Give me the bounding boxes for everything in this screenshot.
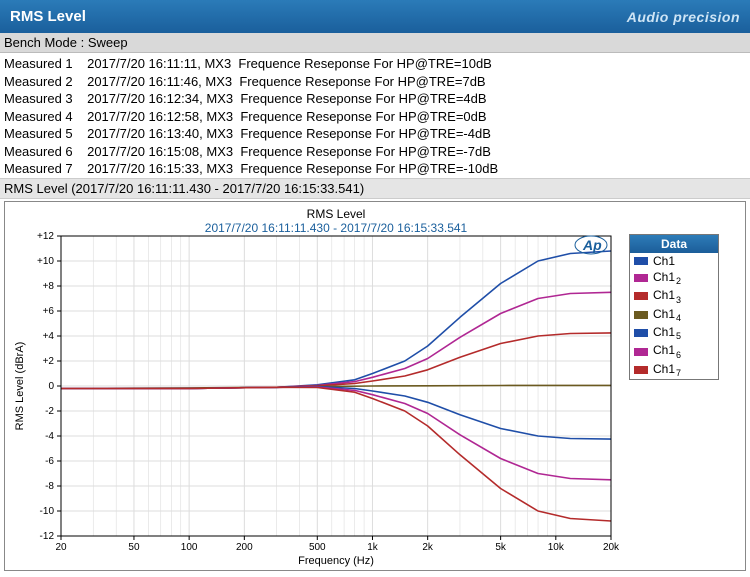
header-bar: RMS Level Audio precision <box>0 0 750 33</box>
legend-swatch <box>634 329 648 337</box>
legend-label: Ch14 <box>653 307 681 323</box>
svg-text:+2: +2 <box>43 356 55 367</box>
svg-text:10k: 10k <box>548 542 565 553</box>
measurement-list: Measured 1 2017/7/20 16:11:11, MX3 Frequ… <box>0 53 750 178</box>
svg-text:2017/7/20 16:11:11.430 - 2017/: 2017/7/20 16:11:11.430 - 2017/7/20 16:15… <box>205 221 468 235</box>
legend-item[interactable]: Ch16 <box>630 342 718 360</box>
rms-range-label: RMS Level (2017/7/20 16:11:11.430 - 2017… <box>0 178 750 199</box>
legend-item[interactable]: Ch17 <box>630 361 718 379</box>
ap-badge-icon: Ap <box>582 237 602 253</box>
svg-text:1k: 1k <box>367 542 379 553</box>
legend-swatch <box>634 292 648 300</box>
svg-text:-4: -4 <box>45 431 54 442</box>
svg-text:-6: -6 <box>45 456 54 467</box>
legend-item[interactable]: Ch13 <box>630 287 718 305</box>
svg-text:-12: -12 <box>40 531 55 542</box>
svg-text:20k: 20k <box>603 542 619 553</box>
svg-text:200: 200 <box>236 542 253 553</box>
legend-label: Ch15 <box>653 325 681 341</box>
measurement-row: Measured 6 2017/7/20 16:15:08, MX3 Frequ… <box>4 143 746 161</box>
measurement-row: Measured 1 2017/7/20 16:11:11, MX3 Frequ… <box>4 55 746 73</box>
legend-label: Ch17 <box>653 362 681 378</box>
legend-swatch <box>634 366 648 374</box>
svg-text:+12: +12 <box>37 231 54 242</box>
svg-text:+4: +4 <box>43 331 55 342</box>
chart-container: RMS Level2017/7/20 16:11:11.430 - 2017/7… <box>4 201 746 571</box>
legend-item[interactable]: Ch1 <box>630 253 718 269</box>
legend-item[interactable]: Ch15 <box>630 324 718 342</box>
legend-item[interactable]: Ch14 <box>630 306 718 324</box>
legend-header: Data <box>630 235 718 253</box>
legend-box: Data Ch1 Ch12 Ch13 Ch14 Ch15 Ch16 Ch17 <box>629 234 719 380</box>
svg-text:20: 20 <box>55 542 67 553</box>
measurement-row: Measured 2 2017/7/20 16:11:46, MX3 Frequ… <box>4 73 746 91</box>
legend-swatch <box>634 348 648 356</box>
svg-text:5k: 5k <box>495 542 507 553</box>
legend-label: Ch13 <box>653 288 681 304</box>
measurement-row: Measured 7 2017/7/20 16:15:33, MX3 Frequ… <box>4 160 746 178</box>
svg-text:-8: -8 <box>45 481 54 492</box>
rms-chart: RMS Level2017/7/20 16:11:11.430 - 2017/7… <box>9 206 619 568</box>
svg-text:2k: 2k <box>422 542 434 553</box>
legend-label: Ch12 <box>653 270 681 286</box>
legend-swatch <box>634 274 648 282</box>
svg-text:Frequency (Hz): Frequency (Hz) <box>298 555 374 567</box>
header-logo: Audio precision <box>627 9 740 25</box>
svg-text:+6: +6 <box>43 306 55 317</box>
svg-text:-10: -10 <box>40 506 55 517</box>
legend-label: Ch1 <box>653 254 675 268</box>
measurement-row: Measured 4 2017/7/20 16:12:58, MX3 Frequ… <box>4 108 746 126</box>
svg-text:RMS Level: RMS Level <box>307 207 366 221</box>
legend-swatch <box>634 311 648 319</box>
svg-text:-2: -2 <box>45 406 54 417</box>
legend-label: Ch16 <box>653 343 681 359</box>
measurement-row: Measured 3 2017/7/20 16:12:34, MX3 Frequ… <box>4 90 746 108</box>
header-title: RMS Level <box>10 8 86 25</box>
svg-text:50: 50 <box>128 542 140 553</box>
legend-swatch <box>634 257 648 265</box>
svg-text:100: 100 <box>181 542 198 553</box>
svg-text:500: 500 <box>309 542 326 553</box>
svg-text:0: 0 <box>48 381 54 392</box>
legend-item[interactable]: Ch12 <box>630 269 718 287</box>
bench-mode-label: Bench Mode : Sweep <box>0 33 750 53</box>
measurement-row: Measured 5 2017/7/20 16:13:40, MX3 Frequ… <box>4 125 746 143</box>
svg-text:+8: +8 <box>43 281 55 292</box>
svg-text:RMS Level (dBrA): RMS Level (dBrA) <box>14 342 26 431</box>
svg-text:+10: +10 <box>37 256 54 267</box>
